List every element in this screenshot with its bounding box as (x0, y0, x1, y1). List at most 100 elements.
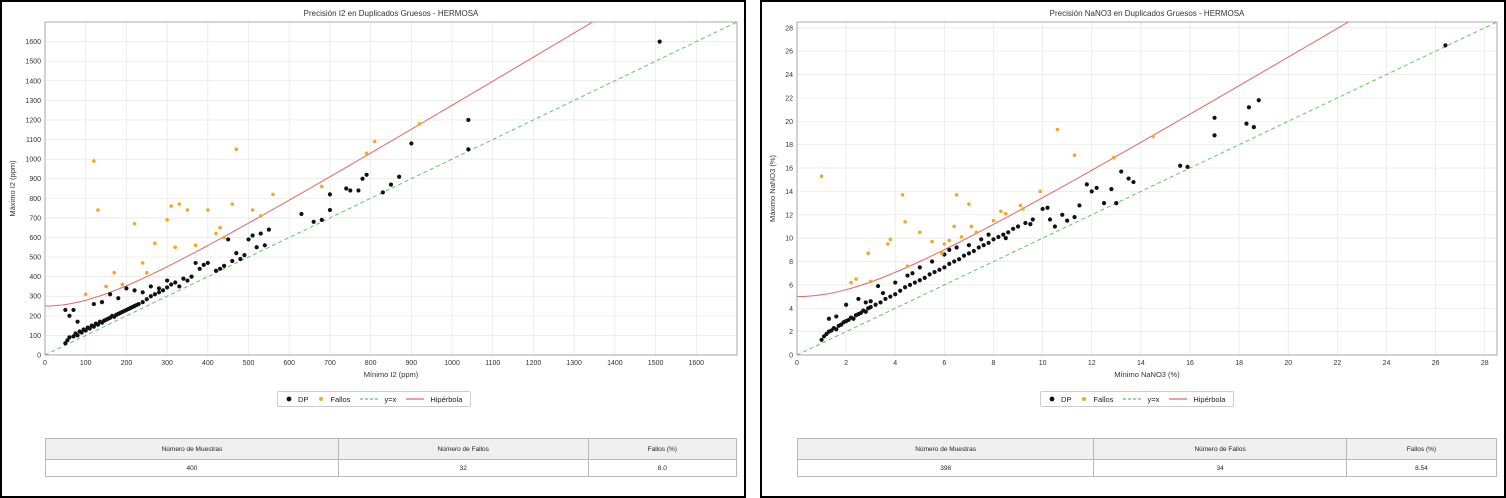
stats-value-porcentaje: 8.0 (587, 459, 738, 477)
y-tick-label: 500 (29, 255, 41, 262)
dp-point (67, 335, 72, 340)
dp-point (364, 172, 369, 177)
dp-point (177, 284, 182, 289)
dp-point (902, 285, 908, 290)
dp-point (197, 266, 202, 271)
stats-header-fallos: Número de Fallos (1093, 438, 1347, 460)
dp-point (246, 237, 251, 242)
fallos-point (214, 231, 218, 236)
dp-point (1047, 217, 1053, 222)
legend-hyperbola-line (1169, 398, 1188, 400)
fallos-point (1151, 134, 1155, 139)
dp-point (834, 327, 839, 332)
fallos-point (952, 224, 956, 229)
fallos-point (364, 151, 369, 156)
dp-point (863, 300, 868, 305)
fallos-point (144, 270, 149, 275)
plot-area (796, 21, 1498, 356)
dp-point (136, 301, 141, 307)
fallos-point (1038, 189, 1042, 194)
dp-point (907, 282, 913, 287)
stats-value-fallos: 34 (1093, 459, 1347, 477)
dp-point (409, 141, 414, 146)
dp-point (1001, 232, 1006, 237)
x-tick-label: 18 (1235, 360, 1243, 367)
dp-point (1006, 230, 1011, 235)
dp-point (116, 296, 121, 301)
fallos-point (96, 208, 100, 212)
legend-hyperbola-label: Hipérbola (430, 394, 463, 404)
stats-value-row: 400 32 8.0 (45, 459, 738, 477)
x-tick-label: 10 (1039, 360, 1047, 367)
x-tick-label: 8 (992, 360, 996, 367)
dp-point (929, 259, 935, 264)
fallos-point (372, 139, 377, 144)
x-tick-label: 1500 (648, 360, 664, 367)
dp-point (868, 299, 873, 304)
dp-point (937, 267, 942, 272)
dp-point (356, 188, 361, 193)
dp-point (966, 251, 972, 256)
stats-header-muestras: Número de Muestras (45, 438, 339, 460)
chart-nano3-svg: Precisión NaNO3 en Duplicados Gruesos - … (768, 9, 1498, 379)
fallos-point (903, 220, 907, 224)
dp-point (826, 316, 832, 321)
dp-point (947, 247, 952, 252)
fallos-point (967, 202, 971, 207)
dp-point (1030, 217, 1035, 222)
y-tick-label: 600 (29, 235, 41, 242)
dp-point (234, 251, 239, 256)
y-axis-label: Máximo I2 (ppm) (8, 160, 17, 217)
y-tick-label: 1200 (25, 117, 41, 124)
dp-point (226, 237, 231, 242)
fallos-point (888, 237, 893, 242)
legend-fallos-marker (319, 397, 324, 401)
chart-panel-nano3: Precisión NaNO3 en Duplicados Gruesos - … (760, 0, 1506, 498)
dp-point (319, 217, 324, 222)
dp-point (65, 338, 70, 343)
dp-point (63, 341, 68, 346)
dp-point (947, 261, 952, 266)
x-tick-label: 900 (406, 360, 418, 367)
x-tick-label: 2 (844, 360, 848, 367)
dp-point (144, 297, 149, 302)
dp-point (1040, 206, 1045, 212)
dp-point (266, 227, 271, 232)
dp-point (986, 232, 991, 237)
legend-hyperbola-line (406, 398, 425, 400)
dp-point (1212, 133, 1217, 138)
fallos-point (991, 218, 996, 223)
dp-point (87, 326, 92, 331)
dp-point (238, 256, 243, 262)
x-axis-label: Mínimo NaNO3 (%) (1114, 370, 1180, 379)
y-tick-label: 200 (29, 313, 41, 320)
y-tick-label: 4 (789, 306, 793, 313)
dp-point (932, 269, 937, 275)
legend-item-identity: y=x (1123, 395, 1159, 404)
fallos-point (868, 279, 873, 284)
fallos-point (940, 251, 944, 256)
fallos-point (886, 242, 890, 246)
dp-point (1119, 169, 1124, 174)
fallos-point (1055, 127, 1060, 132)
legend-item-hyperbola: Hipérbola (1169, 395, 1225, 404)
dp-point (108, 292, 113, 297)
legend-fallos-marker (1082, 397, 1087, 401)
y-tick-label: 300 (29, 294, 41, 301)
x-tick-label: 800 (365, 360, 377, 367)
x-tick-label: 4 (893, 360, 897, 367)
dp-point (961, 253, 967, 258)
dp-point (834, 314, 839, 319)
legend-item-fallos: Fallos (318, 395, 350, 404)
fallos-point (222, 235, 226, 240)
fallos-point (1018, 203, 1023, 208)
x-tick-label: 500 (243, 360, 255, 367)
stats-value-muestras: 400 (45, 459, 339, 477)
legend-item-fallos: Fallos (1081, 395, 1113, 404)
dp-point (299, 211, 304, 217)
legend-item-hyperbola: Hipérbola (406, 395, 462, 404)
dp-point (71, 334, 76, 339)
dp-point (1072, 215, 1077, 220)
dp-point (1065, 218, 1070, 223)
stats-header-porcentaje: Fallos (%) (587, 438, 738, 460)
